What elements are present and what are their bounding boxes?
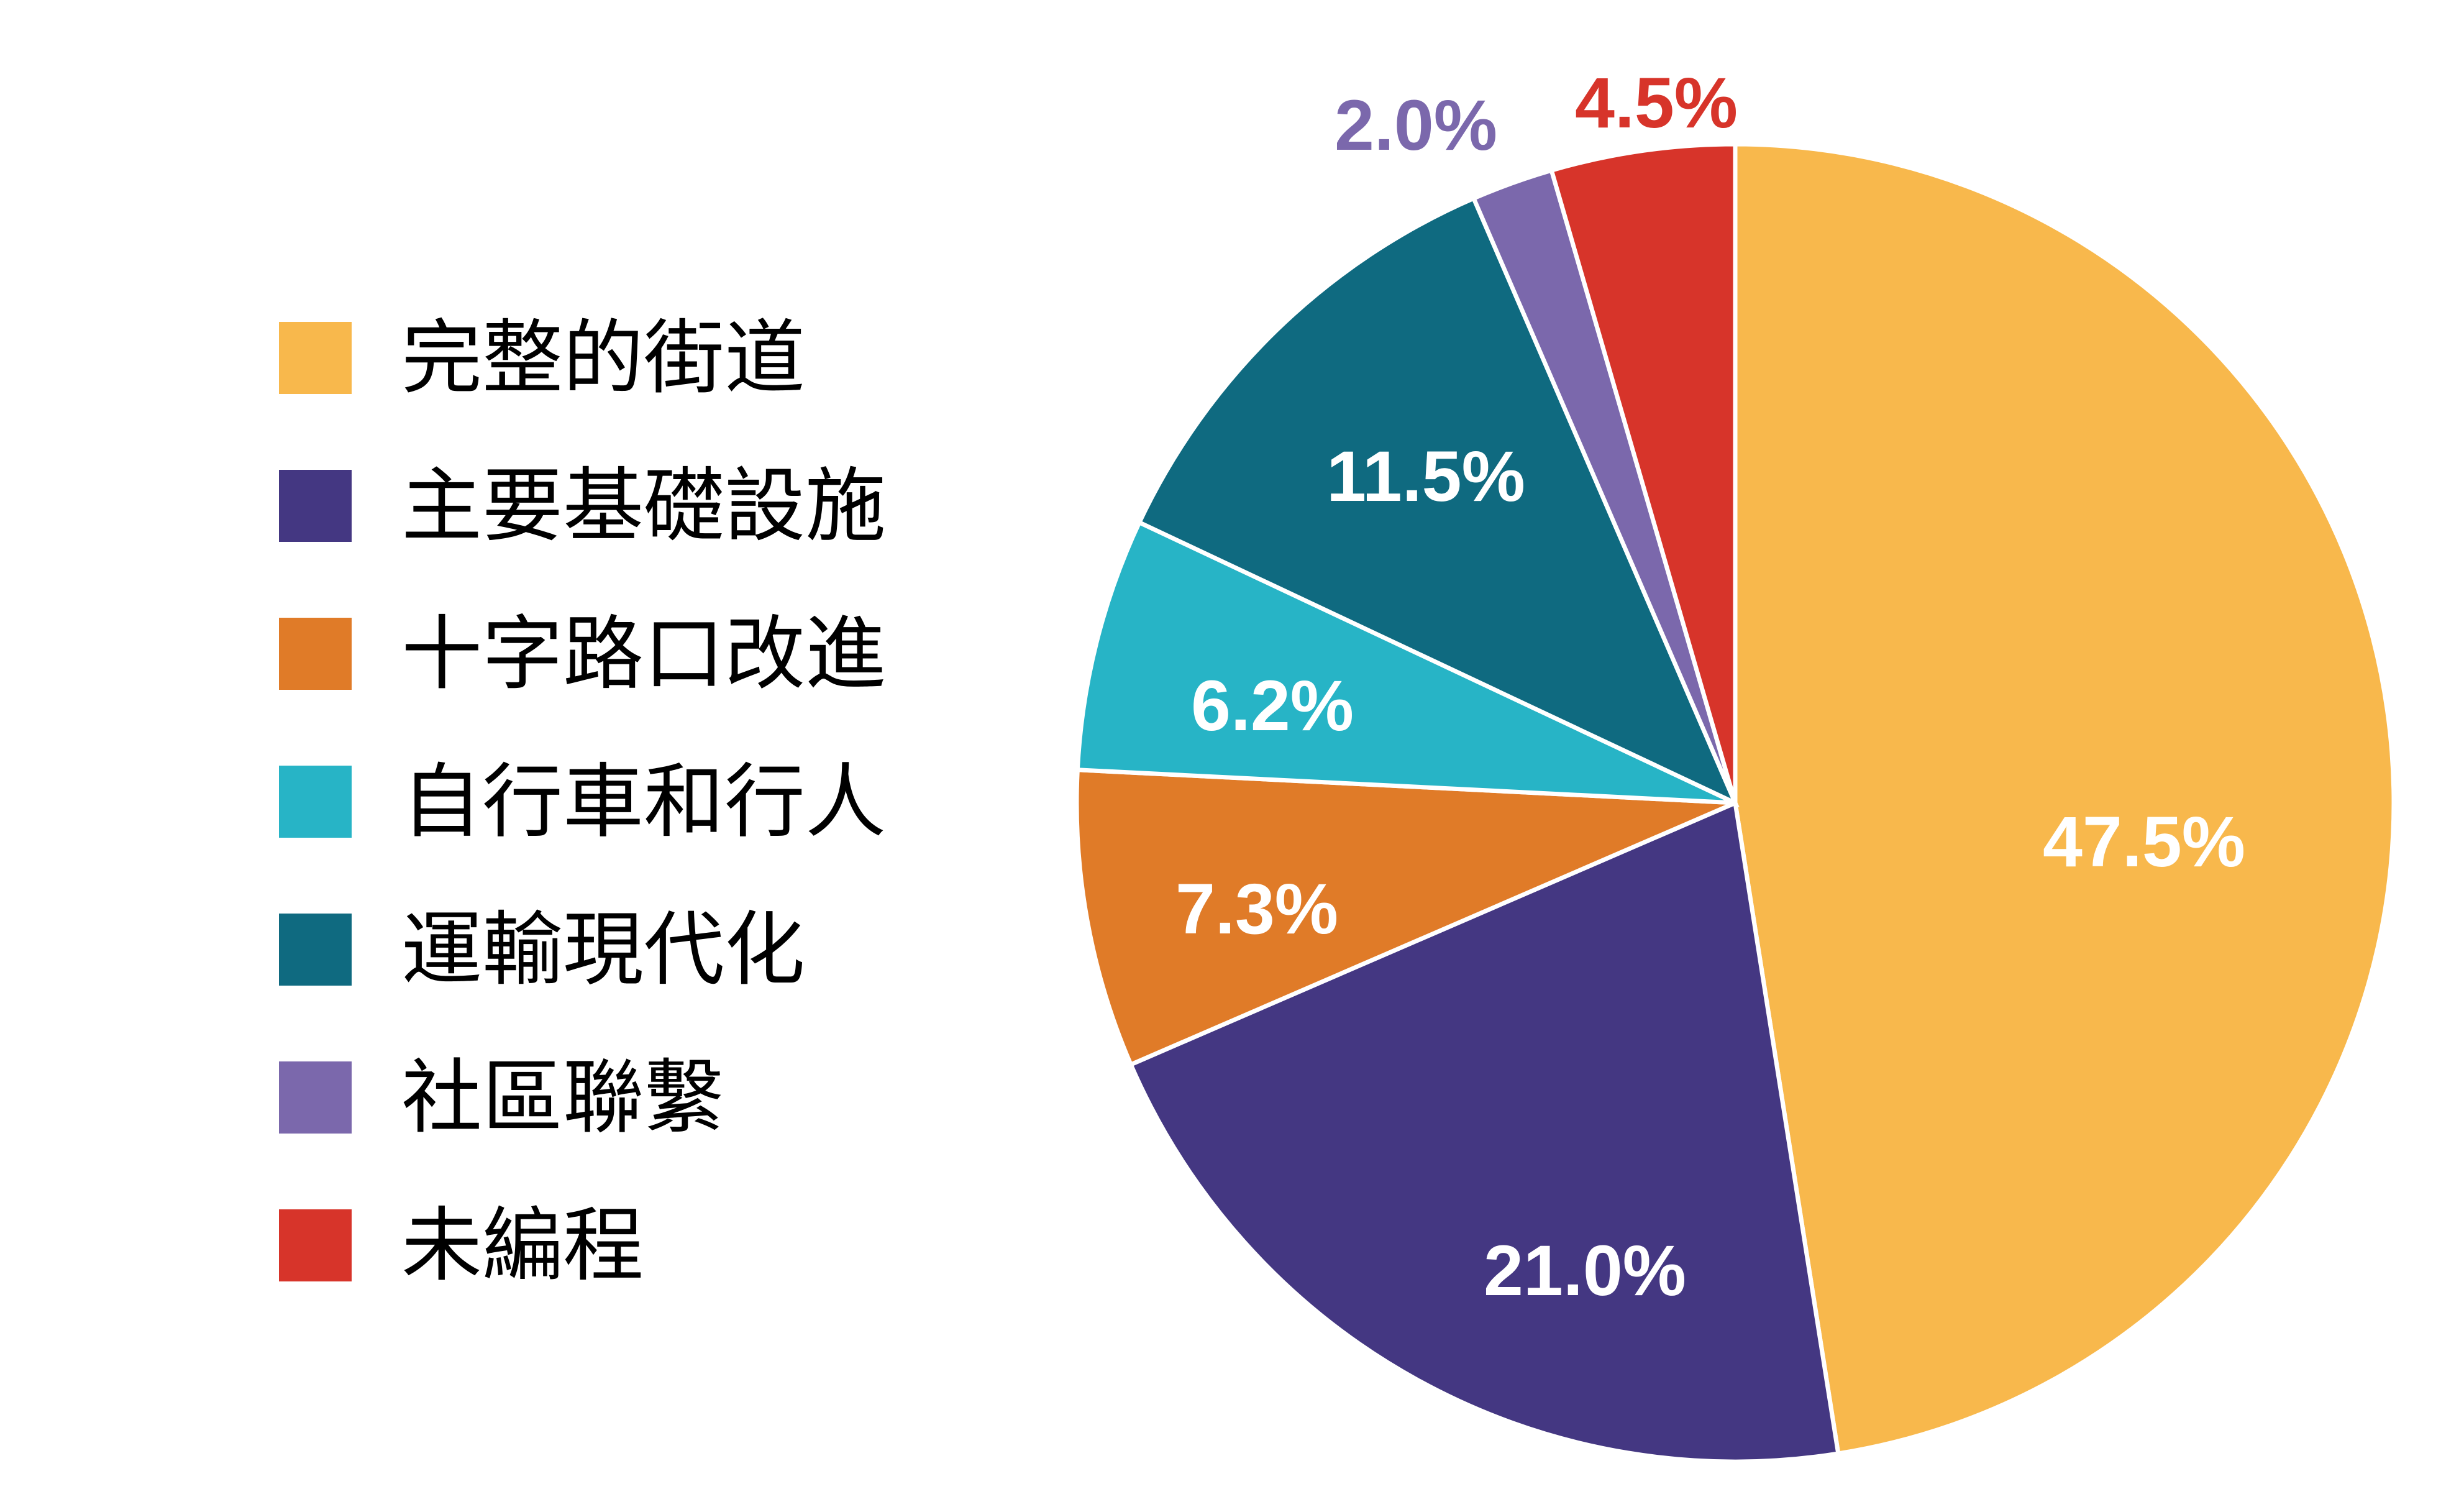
svg-text:2.0%: 2.0% xyxy=(1335,86,1497,165)
svg-text:7.3%: 7.3% xyxy=(1175,869,1338,949)
svg-text:6.2%: 6.2% xyxy=(1191,666,1354,746)
svg-text:21.0%: 21.0% xyxy=(1484,1231,1686,1311)
svg-text:11.5%: 11.5% xyxy=(1326,437,1525,516)
svg-text:47.5%: 47.5% xyxy=(2043,802,2245,882)
svg-text:4.5%: 4.5% xyxy=(1575,63,1738,143)
